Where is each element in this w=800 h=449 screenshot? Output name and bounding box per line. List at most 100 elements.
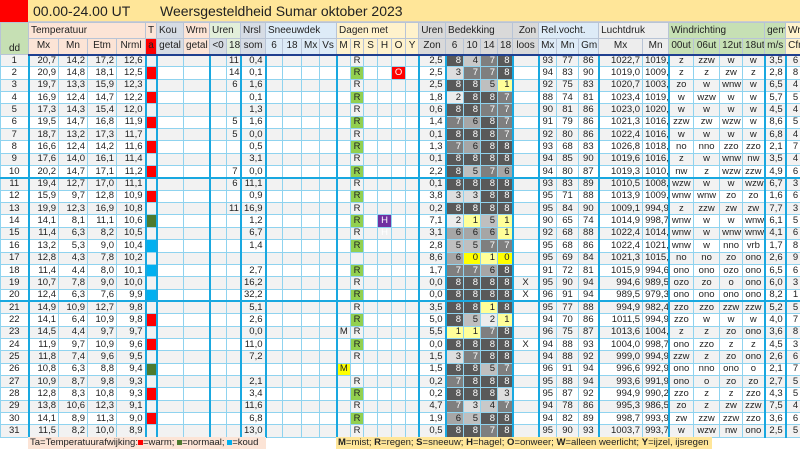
cell-day: 13 [0, 202, 29, 216]
cell-nrsl-som: 5,1 [239, 300, 267, 315]
cell-nrsl-som: 1,6 [239, 115, 267, 130]
cell-wind-speed: 2,7 [763, 374, 787, 389]
cell-ld-max: 1003,7 [597, 424, 644, 438]
cell-ld-min: 1021,0 [642, 239, 670, 253]
cell-sneeuw-18 [282, 288, 303, 303]
cell-wind-00: wzw [667, 177, 695, 191]
col-m: M [336, 38, 352, 56]
cell-uren-below-0 [208, 387, 228, 401]
cell-sneeuw [363, 226, 379, 241]
legend-text: =hagel; [472, 437, 508, 448]
cell-zonloos [511, 202, 540, 216]
cell-ld-min: 993,7 [642, 424, 670, 438]
cell-onweer [391, 325, 407, 339]
header-row-1: dd Temperatuur T Kou Wrm Uren Nrsl Sneeu… [0, 22, 800, 55]
cell-sneeuw-6 [264, 140, 284, 154]
cell-ld-min: 1014,6 [642, 226, 670, 241]
cell-wrm-getal [183, 350, 211, 364]
cell-wrm-getal [183, 226, 211, 241]
cell-wind-speed: 3,6 [763, 411, 787, 426]
cell-sneeuw-vs [319, 362, 338, 376]
cell-mist [335, 263, 352, 278]
col-y: Y [405, 38, 420, 56]
cell-hagel [377, 263, 393, 278]
cell-sneeuw-vs [319, 152, 338, 167]
cell-ld-min: 994,9 [642, 313, 670, 327]
cell-uren-below-0 [208, 325, 228, 339]
col-sneeuw-6: 6 [265, 38, 284, 56]
cell-uren-zon: 0,1 [417, 152, 447, 167]
col-wr: Wr [785, 22, 800, 39]
cell-temp-deviation [144, 411, 158, 426]
cell-temp-etm: 14,2 [87, 140, 117, 154]
cell-uren-below-0 [208, 374, 228, 389]
cell-sneeuw [363, 128, 379, 142]
cell-wind-12: zw [719, 66, 744, 80]
cell-uren-zon: 3,8 [417, 189, 447, 204]
cell-kou-getal [155, 300, 185, 315]
cell-wind-12: zzw [719, 411, 744, 426]
cell-ijzel [405, 202, 420, 216]
cell-wind-00: zw [667, 411, 695, 426]
cell-wind-force: 7 [784, 140, 800, 154]
cell-bed-14: 7 [480, 239, 499, 253]
cell-wind-force: 3 [784, 276, 800, 290]
cell-uren-zon: 1,3 [417, 140, 447, 154]
cell-rv-min: 74 [556, 91, 580, 105]
cell-wind-speed: 7,5 [763, 399, 787, 413]
cell-ijzel [405, 53, 420, 68]
cell-sneeuw-vs [319, 350, 338, 364]
col-uren-18: 18 [226, 38, 242, 56]
cell-sneeuw-6 [264, 325, 284, 339]
cell-sneeuw [363, 115, 379, 130]
cell-sneeuw [363, 140, 379, 154]
cell-rv-min: 80 [556, 128, 580, 142]
cell-sneeuw-18 [282, 214, 303, 228]
cell-wind-12: w [719, 214, 744, 228]
cell-ijzel [405, 288, 420, 303]
cell-temp-min: 6,3 [58, 362, 88, 376]
cell-temp-etm: 16,8 [87, 115, 117, 130]
cell-ld-min: 994,9 [642, 202, 670, 216]
cell-temp-deviation [144, 288, 158, 303]
cell-wind-speed: 4,5 [763, 103, 787, 117]
cell-wind-06: ono [693, 263, 721, 278]
col-bed-10: 10 [463, 38, 482, 56]
cell-wind-12: ono [719, 362, 744, 376]
cell-ijzel [405, 177, 420, 191]
cell-wind-speed: 6,5 [763, 78, 787, 93]
cell-rv-gem: 86 [578, 103, 600, 117]
cell-temp-normal: 9,8 [115, 300, 147, 315]
cell-ld-min: 994,9 [642, 350, 670, 364]
cell-uren-18 [226, 91, 242, 105]
cell-temp-normal: 9,6 [115, 337, 147, 352]
cell-rv-gem: 92 [578, 350, 600, 364]
cell-temp-max: 17,3 [27, 103, 59, 117]
cell-hagel [377, 53, 393, 68]
cell-sneeuw-vs [319, 374, 338, 389]
cell-mist: M [335, 325, 352, 339]
cell-kou-getal [155, 276, 185, 290]
table-row: 26 10,8 6,3 8,8 9,4 M 1,5 8 8 5 7 96 91 94 996,6 992,9 o… [0, 362, 800, 376]
cell-temp-etm: 7,8 [87, 251, 117, 265]
warm-label: =warm; [142, 437, 175, 448]
cell-uren-below-0 [208, 399, 228, 413]
cell-onweer [391, 189, 407, 204]
cell-bed-18: 8 [497, 53, 514, 68]
cell-sneeuw-18 [282, 350, 303, 364]
cell-temp-normal: 9,8 [115, 313, 147, 327]
cell-sneeuw-6 [264, 177, 284, 191]
cell-rv-max: 96 [537, 325, 558, 339]
cell-mist [335, 399, 352, 413]
cell-regen: R [350, 165, 365, 179]
cell-sneeuw-18 [282, 276, 303, 290]
cell-day: 20 [0, 288, 29, 303]
cell-uren-below-0 [208, 165, 228, 179]
cell-temp-min: 9,7 [58, 189, 88, 204]
cell-temp-etm: 12,8 [87, 189, 117, 204]
cell-sneeuw [363, 66, 379, 80]
cell-ld-min: 1019,6 [642, 91, 670, 105]
cell-wind-force: 5 [784, 300, 800, 315]
cell-uren-18 [226, 362, 242, 376]
cell-temp-etm: 10,9 [87, 313, 117, 327]
